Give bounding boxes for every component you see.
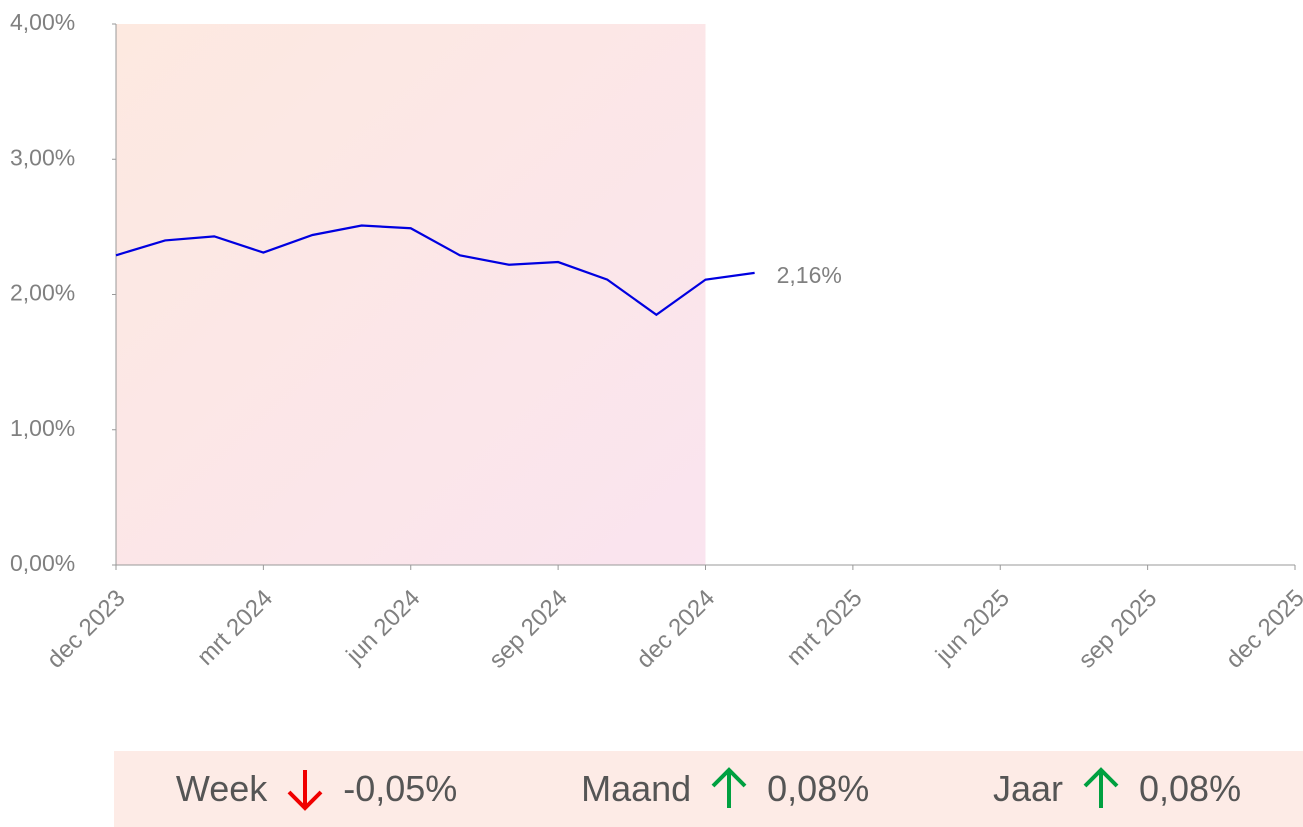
x-tick-label: jun 2024	[341, 585, 426, 670]
x-tick-label: mrt 2025	[782, 585, 868, 671]
arrow-down	[287, 770, 323, 811]
arrow-up	[1083, 767, 1119, 808]
summary-item: Maand 0,08%	[581, 766, 869, 812]
arrow-shape	[1083, 767, 1119, 808]
x-tick-label: sep 2024	[484, 585, 573, 674]
x-tick-label: mrt 2024	[192, 585, 278, 671]
highlight-band	[116, 24, 706, 565]
arrow-shape	[287, 770, 323, 811]
summary-item: Week -0,05%	[176, 766, 457, 812]
y-tick-label: 4,00%	[10, 9, 75, 35]
summary-label: Maand	[581, 768, 692, 809]
summary-value: -0,05%	[343, 768, 458, 809]
summary-panel: Week -0,05% Maand 0,08% Jaar 0,08%	[114, 751, 1303, 827]
y-tick-label: 2,00%	[10, 280, 75, 306]
x-tick-label: jun 2025	[930, 585, 1015, 670]
summary-value: 0,08%	[1139, 768, 1242, 809]
last-value-label: 2,16%	[777, 262, 842, 288]
chart: 0,00% 1,00% 2,00% 3,00% 4,00% dec 2023 mrt 202…	[10, 9, 1303, 674]
arrow-shape	[711, 767, 747, 808]
x-tick-label: dec 2025	[1221, 585, 1303, 674]
summary-item: Jaar 0,08%	[993, 766, 1241, 812]
line-series	[115, 224, 755, 317]
y-tick-label: 0,00%	[10, 550, 75, 576]
arrow-up	[711, 767, 747, 808]
y-tick-label: 3,00%	[10, 144, 75, 170]
summary-label: Week	[175, 768, 268, 809]
summary-value: 0,08%	[767, 768, 870, 809]
x-tick-label: sep 2025	[1073, 585, 1162, 674]
x-tick-label: dec 2023	[42, 585, 131, 674]
summary-label: Jaar	[992, 768, 1064, 809]
y-tick-label: 1,00%	[10, 415, 75, 441]
x-tick-label: dec 2024	[631, 585, 720, 674]
